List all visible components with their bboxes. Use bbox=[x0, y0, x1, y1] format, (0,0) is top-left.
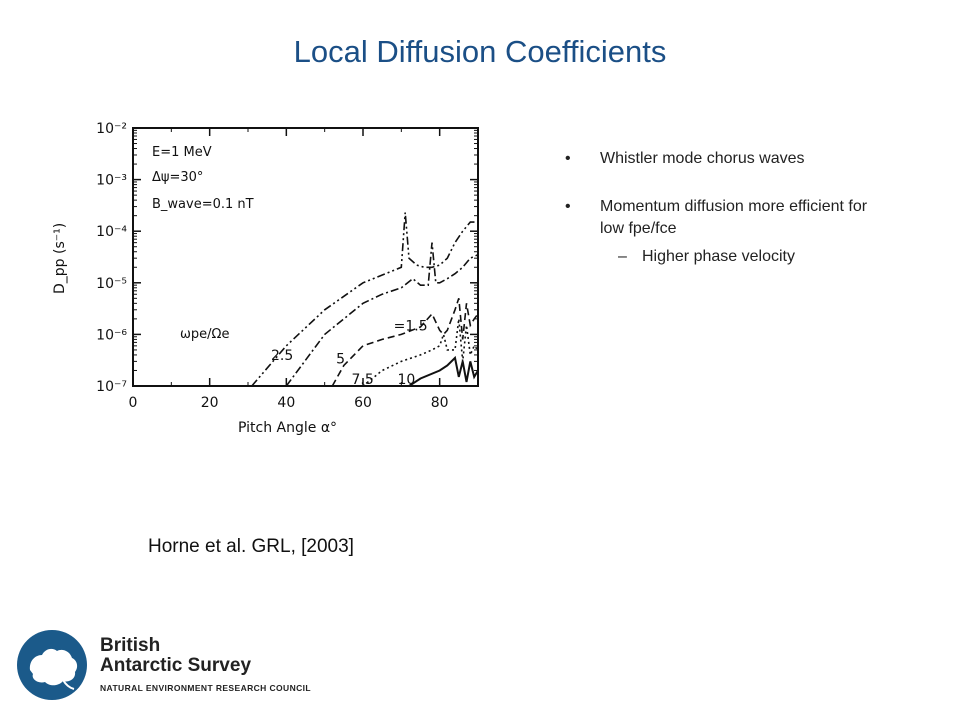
bullet-item: • Whistler mode chorus waves bbox=[560, 148, 890, 170]
curve-5 bbox=[331, 298, 479, 387]
bullet-list: • Whistler mode chorus waves • Momentum … bbox=[560, 148, 890, 268]
legend-title: ωpe/Ωe bbox=[180, 327, 229, 342]
curve-label: 2.5 bbox=[271, 348, 293, 364]
plot-frame bbox=[132, 127, 479, 387]
logo-line-1: British bbox=[100, 635, 161, 656]
y-axis-title: D_pp (s⁻¹) bbox=[52, 223, 68, 294]
curve-label: 5 bbox=[336, 352, 345, 368]
sub-bullet-item: – Higher phase velocity bbox=[560, 246, 890, 268]
annotation-wave-normal: Δψ=30° bbox=[152, 170, 203, 185]
y-tick-label: 10⁻² bbox=[96, 121, 127, 137]
x-tick-label: 80 bbox=[431, 395, 449, 411]
y-tick-label: 10⁻⁶ bbox=[96, 327, 127, 343]
x-tick-label: 20 bbox=[201, 395, 219, 411]
logo-line-2: Antarctic Survey bbox=[100, 655, 252, 676]
curve-label: 7.5 bbox=[352, 372, 374, 388]
logo-wordmark: British Antarctic Survey bbox=[100, 636, 251, 676]
y-tick-label: 10⁻⁷ bbox=[96, 379, 127, 395]
x-axis-title: Pitch Angle α° bbox=[238, 420, 337, 436]
curves: =1.5 2.5 5 7.5 10 bbox=[251, 212, 479, 388]
antarctica-globe-icon bbox=[17, 630, 87, 700]
slide-title: Local Diffusion Coefficients bbox=[293, 34, 667, 69]
curve-7-5 bbox=[362, 318, 479, 387]
chart-annotations: E=1 MeV Δψ=30° B_wave=0.1 nT bbox=[152, 145, 254, 212]
diffusion-chart: 0 20 40 60 80 10⁻² 10⁻³ 10⁻⁴ 10⁻⁵ 10⁻⁶ 10⁻⁷ =1.5 2.… bbox=[40, 108, 490, 443]
y-tick-label: 10⁻³ bbox=[96, 173, 127, 189]
annotation-wave-amplitude: B_wave=0.1 nT bbox=[152, 197, 254, 212]
curve-label: 10 bbox=[398, 372, 416, 388]
x-tick-label: 0 bbox=[129, 395, 138, 411]
bullet-dot: • bbox=[565, 150, 571, 167]
x-tick-label: 60 bbox=[354, 395, 372, 411]
curve-1-5 bbox=[251, 212, 478, 387]
sub-bullet-text: Higher phase velocity bbox=[642, 248, 795, 265]
chart-svg: 0 20 40 60 80 10⁻² 10⁻³ 10⁻⁴ 10⁻⁵ 10⁻⁶ 10⁻⁷ =1.5 2.… bbox=[52, 121, 479, 436]
bullet-text: Whistler mode chorus waves bbox=[600, 150, 805, 167]
x-tick-label: 40 bbox=[277, 395, 295, 411]
sub-bullet-dash: – bbox=[618, 248, 627, 265]
curve-2-5 bbox=[285, 242, 479, 387]
bullet-item: • Momentum diffusion more efficient for … bbox=[560, 196, 890, 240]
curve-10 bbox=[408, 355, 479, 387]
y-tick-label: 10⁻⁴ bbox=[96, 224, 127, 240]
y-tick-label: 10⁻⁵ bbox=[96, 276, 127, 292]
citation: Horne et al. GRL, [2003] bbox=[148, 536, 354, 557]
curve-label: =1.5 bbox=[394, 318, 428, 334]
logo-subtitle: NATURAL ENVIRONMENT RESEARCH COUNCIL bbox=[100, 683, 312, 693]
bas-logo: British Antarctic Survey NATURAL ENVIRON… bbox=[16, 628, 346, 703]
bullet-text: Momentum diffusion more efficient for lo… bbox=[600, 198, 868, 237]
axis-ticks: 0 20 40 60 80 10⁻² 10⁻³ 10⁻⁴ 10⁻⁵ 10⁻⁶ 10⁻⁷ bbox=[96, 121, 478, 411]
annotation-energy: E=1 MeV bbox=[152, 145, 212, 160]
bullet-dot: • bbox=[565, 198, 571, 215]
